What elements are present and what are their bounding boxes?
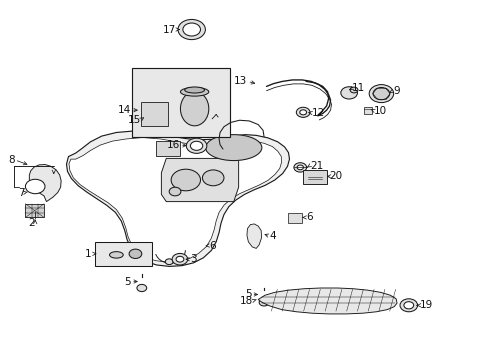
- Text: 4: 4: [269, 231, 276, 241]
- Ellipse shape: [180, 91, 208, 126]
- Circle shape: [259, 299, 268, 306]
- Bar: [287, 213, 302, 223]
- Text: 7: 7: [18, 188, 24, 198]
- Bar: [132, 68, 229, 137]
- Circle shape: [129, 249, 142, 258]
- Circle shape: [183, 23, 200, 36]
- Text: 11: 11: [351, 83, 365, 93]
- Text: 20: 20: [328, 171, 342, 181]
- Text: 5: 5: [244, 289, 251, 300]
- Circle shape: [178, 19, 205, 40]
- Circle shape: [165, 259, 173, 265]
- Text: 6: 6: [209, 240, 216, 251]
- Polygon shape: [156, 141, 180, 156]
- Circle shape: [399, 299, 417, 312]
- Text: 2: 2: [28, 218, 35, 228]
- Text: 17: 17: [163, 24, 176, 35]
- Polygon shape: [246, 224, 261, 248]
- Bar: [141, 102, 167, 126]
- Circle shape: [171, 169, 200, 191]
- Text: 6: 6: [305, 212, 312, 222]
- Circle shape: [372, 87, 389, 100]
- Circle shape: [349, 87, 357, 93]
- Text: 10: 10: [373, 105, 386, 116]
- Circle shape: [299, 110, 306, 115]
- Circle shape: [297, 165, 303, 170]
- Text: 16: 16: [166, 140, 180, 150]
- Ellipse shape: [184, 87, 204, 93]
- Circle shape: [202, 170, 224, 186]
- Text: 12: 12: [311, 108, 325, 118]
- Text: 14: 14: [118, 105, 131, 115]
- Circle shape: [190, 141, 203, 150]
- Text: 19: 19: [419, 300, 432, 310]
- Text: 8: 8: [8, 155, 15, 165]
- Bar: [25, 204, 44, 217]
- Ellipse shape: [109, 252, 123, 258]
- Polygon shape: [69, 138, 281, 262]
- Text: 18: 18: [240, 296, 253, 306]
- Bar: [95, 242, 152, 266]
- Polygon shape: [258, 288, 396, 314]
- Text: 5: 5: [124, 276, 131, 287]
- Ellipse shape: [180, 87, 208, 96]
- Bar: [303, 170, 326, 184]
- Bar: [363, 107, 371, 114]
- Circle shape: [296, 107, 309, 117]
- Text: 21: 21: [309, 161, 323, 171]
- Ellipse shape: [205, 135, 262, 161]
- Circle shape: [172, 253, 187, 265]
- Polygon shape: [161, 158, 238, 202]
- Text: 15: 15: [127, 114, 141, 125]
- Polygon shape: [29, 165, 61, 202]
- Circle shape: [186, 138, 206, 153]
- Text: 3: 3: [189, 254, 196, 264]
- Circle shape: [25, 179, 45, 194]
- Circle shape: [293, 163, 306, 172]
- Polygon shape: [66, 131, 289, 266]
- Circle shape: [340, 87, 357, 99]
- Circle shape: [176, 256, 183, 262]
- Text: 13: 13: [234, 76, 247, 86]
- Circle shape: [368, 85, 393, 103]
- Text: 9: 9: [392, 86, 399, 96]
- Text: 1: 1: [85, 249, 92, 259]
- Circle shape: [169, 187, 181, 196]
- Circle shape: [137, 284, 146, 292]
- Circle shape: [403, 302, 413, 309]
